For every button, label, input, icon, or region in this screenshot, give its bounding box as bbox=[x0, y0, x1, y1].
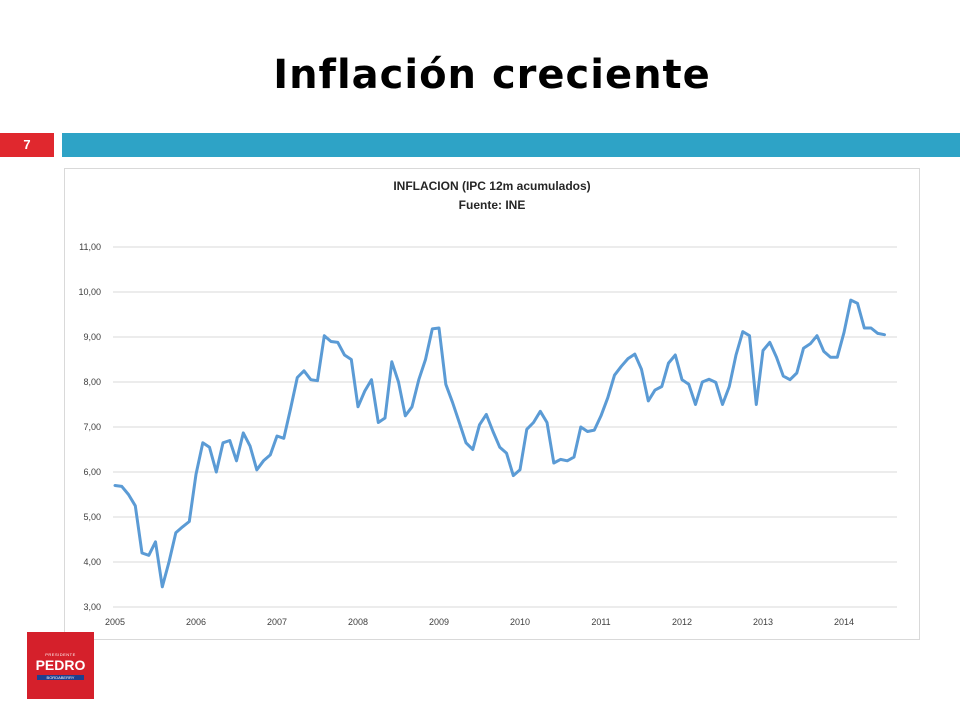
x-tick-label: 2007 bbox=[267, 617, 287, 627]
header-accent-bar bbox=[62, 133, 960, 157]
y-tick-label: 10,00 bbox=[78, 287, 101, 297]
y-tick-label: 11,00 bbox=[79, 242, 101, 252]
x-tick-label: 2009 bbox=[429, 617, 449, 627]
pedro-bordaberry-logo: PRESIDENTE PEDRO BORDABERRY bbox=[27, 632, 94, 699]
chart-frame: INFLACION (IPC 12m acumulados) Fuente: I… bbox=[64, 168, 920, 640]
y-tick-label: 6,00 bbox=[83, 467, 101, 477]
logo-line-2: PEDRO bbox=[35, 657, 86, 673]
x-tick-label: 2010 bbox=[510, 617, 530, 627]
page-number-badge: 7 bbox=[0, 133, 54, 157]
chart-title: INFLACION (IPC 12m acumulados) bbox=[393, 179, 590, 193]
y-tick-label: 9,00 bbox=[83, 332, 101, 342]
y-tick-label: 7,00 bbox=[83, 422, 101, 432]
logo-line-1: PRESIDENTE bbox=[45, 652, 76, 657]
x-tick-label: 2012 bbox=[672, 617, 692, 627]
x-tick-label: 2011 bbox=[591, 617, 610, 627]
x-tick-label: 2014 bbox=[834, 617, 854, 627]
series-line-inflation bbox=[113, 298, 886, 589]
slide-title: Inflación creciente bbox=[273, 52, 711, 98]
inflation-line-chart: INFLACION (IPC 12m acumulados) Fuente: I… bbox=[78, 179, 897, 627]
x-tick-label: 2008 bbox=[348, 617, 368, 627]
y-tick-label: 4,00 bbox=[83, 557, 101, 567]
y-tick-label: 5,00 bbox=[83, 512, 101, 522]
y-tick-label: 3,00 bbox=[83, 602, 101, 612]
x-tick-label: 2005 bbox=[105, 617, 125, 627]
chart-subtitle: Fuente: INE bbox=[459, 198, 526, 212]
y-tick-label: 8,00 bbox=[83, 377, 101, 387]
x-tick-label: 2006 bbox=[186, 617, 206, 627]
x-tick-label: 2013 bbox=[753, 617, 773, 627]
logo-line-3: BORDABERRY bbox=[37, 675, 84, 680]
